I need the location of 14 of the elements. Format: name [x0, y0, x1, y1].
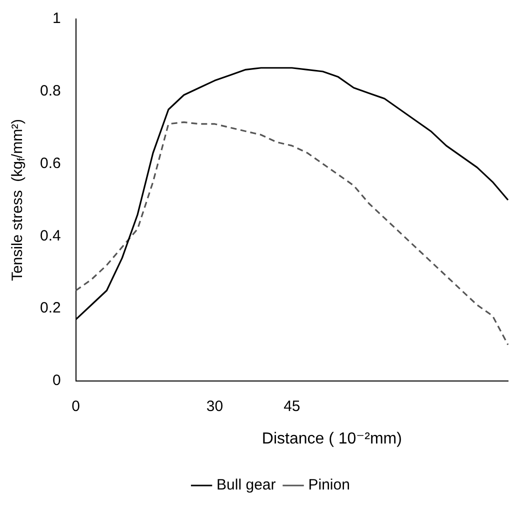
y-tick-label: 0.6	[40, 154, 61, 172]
y-tick-label: 1	[52, 10, 61, 28]
x-tick-label: 30	[206, 398, 224, 416]
y-tick-label: 0	[52, 372, 61, 390]
x-axis-title: Distance ( 10⁻²mm)	[262, 430, 402, 448]
y-axis-title: Tensile stress (kgf/mm²)	[9, 118, 28, 282]
y-tick-label: 0.2	[40, 300, 61, 317]
legend-label: Bull gear	[216, 476, 276, 494]
x-tick-label: 0	[72, 398, 80, 416]
y-tick-label: 0.8	[40, 82, 61, 100]
y-tick-label: 0.4	[40, 227, 61, 244]
legend-label: Pinion	[308, 476, 350, 494]
line-series	[75, 121, 509, 346]
x-tick-label: 45	[284, 398, 300, 416]
